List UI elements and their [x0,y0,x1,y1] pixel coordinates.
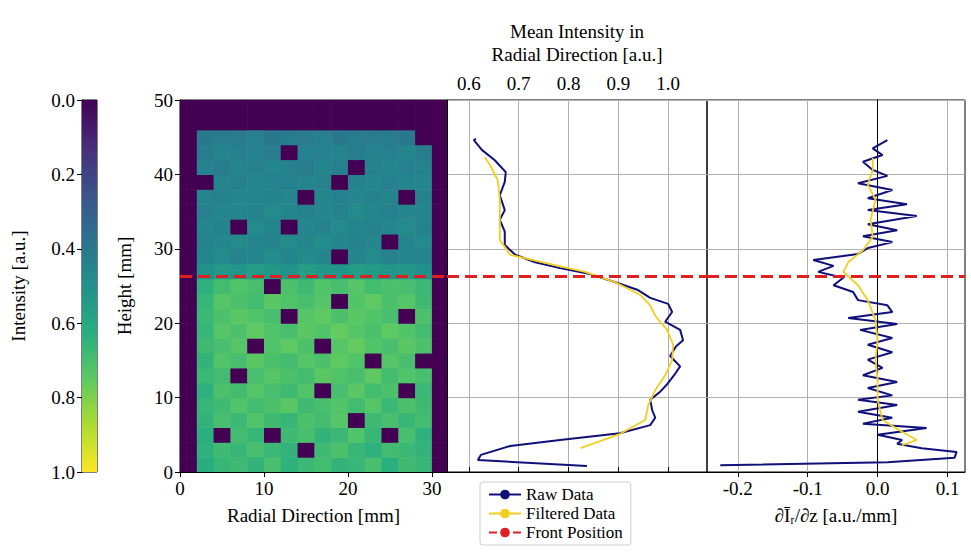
svg-text:0.0: 0.0 [51,90,75,111]
svg-text:Radial Direction [mm]: Radial Direction [mm] [227,505,400,526]
svg-text:10: 10 [154,387,173,408]
svg-text:1.0: 1.0 [656,73,680,94]
svg-text:0.7: 0.7 [507,73,531,94]
svg-text:20: 20 [338,478,357,499]
svg-text:Front Position: Front Position [526,523,623,542]
svg-text:1.0: 1.0 [51,462,75,483]
svg-text:Raw Data: Raw Data [526,485,594,504]
svg-text:40: 40 [154,164,173,185]
svg-text:Intensity [a.u.]: Intensity [a.u.] [8,230,29,341]
svg-text:-0.1: -0.1 [793,478,823,499]
svg-text:30: 30 [422,478,441,499]
svg-text:0: 0 [164,462,174,483]
svg-text:Radial Direction [a.u.]: Radial Direction [a.u.] [492,44,663,65]
svg-text:0.2: 0.2 [51,164,75,185]
svg-text:0.1: 0.1 [936,478,960,499]
svg-text:0.0: 0.0 [866,478,890,499]
svg-text:0.9: 0.9 [606,73,630,94]
svg-text:10: 10 [254,478,273,499]
svg-text:∂Īᵣ/∂z [a.u./mm]: ∂Īᵣ/∂z [a.u./mm] [775,505,898,526]
svg-text:0.6: 0.6 [457,73,481,94]
svg-text:0.8: 0.8 [51,387,75,408]
svg-text:20: 20 [154,313,173,334]
svg-text:Height [mm]: Height [mm] [114,237,135,336]
svg-text:0.6: 0.6 [51,313,75,334]
svg-text:0.4: 0.4 [51,238,75,259]
svg-text:50: 50 [154,90,173,111]
svg-text:30: 30 [154,238,173,259]
svg-text:Mean Intensity in: Mean Intensity in [510,21,645,42]
svg-text:0: 0 [175,478,185,499]
svg-text:-0.2: -0.2 [723,478,753,499]
svg-text:Filtered Data: Filtered Data [526,504,616,523]
svg-text:0.8: 0.8 [557,73,581,94]
